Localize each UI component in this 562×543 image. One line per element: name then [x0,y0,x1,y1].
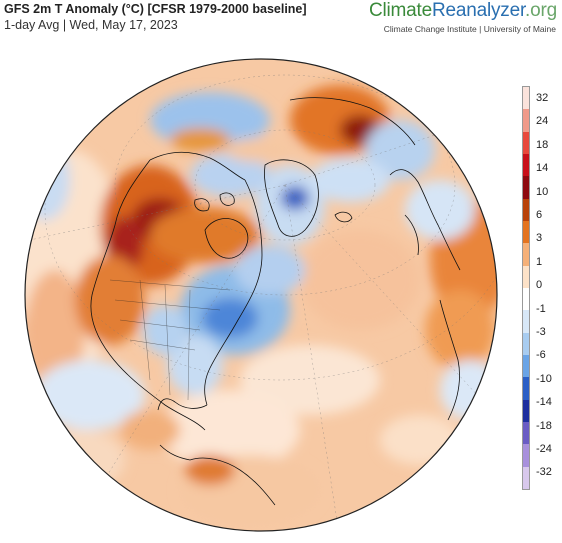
colorbar-segment [523,310,529,333]
colorbar-tick-label: 14 [536,162,549,175]
colorbar [522,86,530,490]
anomaly-field [25,59,497,531]
brand-part-2: Reanalyzer [431,0,526,21]
colorbar-segment [523,287,529,311]
colorbar-segment [523,466,529,489]
brand-part-3: .org [525,0,557,21]
colorbar-tick-label: 32 [536,92,549,104]
colorbar-tick-label: -1 [536,302,546,315]
colorbar-segment [523,444,529,467]
colorbar-tick-label: -24 [536,443,552,455]
colorbar-segment [523,332,529,355]
colorbar-segment [523,87,529,110]
colorbar-tick-label: 10 [536,185,549,198]
colorbar-tick-label: 1 [536,255,543,268]
colorbar-segment [523,176,529,199]
colorbar-segment [523,153,529,177]
colorbar-segment [523,131,529,154]
colorbar-segment [523,243,529,266]
brand-logo[interactable]: ClimateReanalyzer.org [369,0,557,22]
colorbar-tick-label: 0 [536,279,543,292]
colorbar-tick-label: -6 [536,349,546,362]
colorbar-segment [523,399,529,422]
colorbar-tick-label: -14 [536,396,552,409]
colorbar-segment [523,198,529,221]
colorbar-tick-label: 24 [536,115,549,128]
colorbar-tick-label: 3 [536,232,543,245]
colorbar-segment [523,109,529,132]
colorbar-tick-label: -3 [536,326,546,338]
colorbar-tick-label: 18 [536,138,549,151]
map-title: GFS 2m T Anomaly (°C) [CFSR 1979-2000 ba… [4,2,307,16]
institute-line: Climate Change Institute | University of… [383,24,556,34]
colorbar-segment [523,421,529,445]
globe-outline [24,58,498,532]
colorbar-segment [523,220,529,244]
brand-part-1: Climate [368,0,432,21]
colorbar-segment [523,265,529,288]
colorbar-tick-label: -10 [536,372,552,385]
colorbar-tick-label: -32 [536,466,552,479]
map-subtitle: 1-day Avg | Wed, May 17, 2023 [4,18,178,32]
colorbar-tick-label: 6 [536,209,543,221]
colorbar-segment [523,377,529,400]
colorbar-tick-label: -18 [536,419,552,432]
colorbar-segment [523,354,529,378]
